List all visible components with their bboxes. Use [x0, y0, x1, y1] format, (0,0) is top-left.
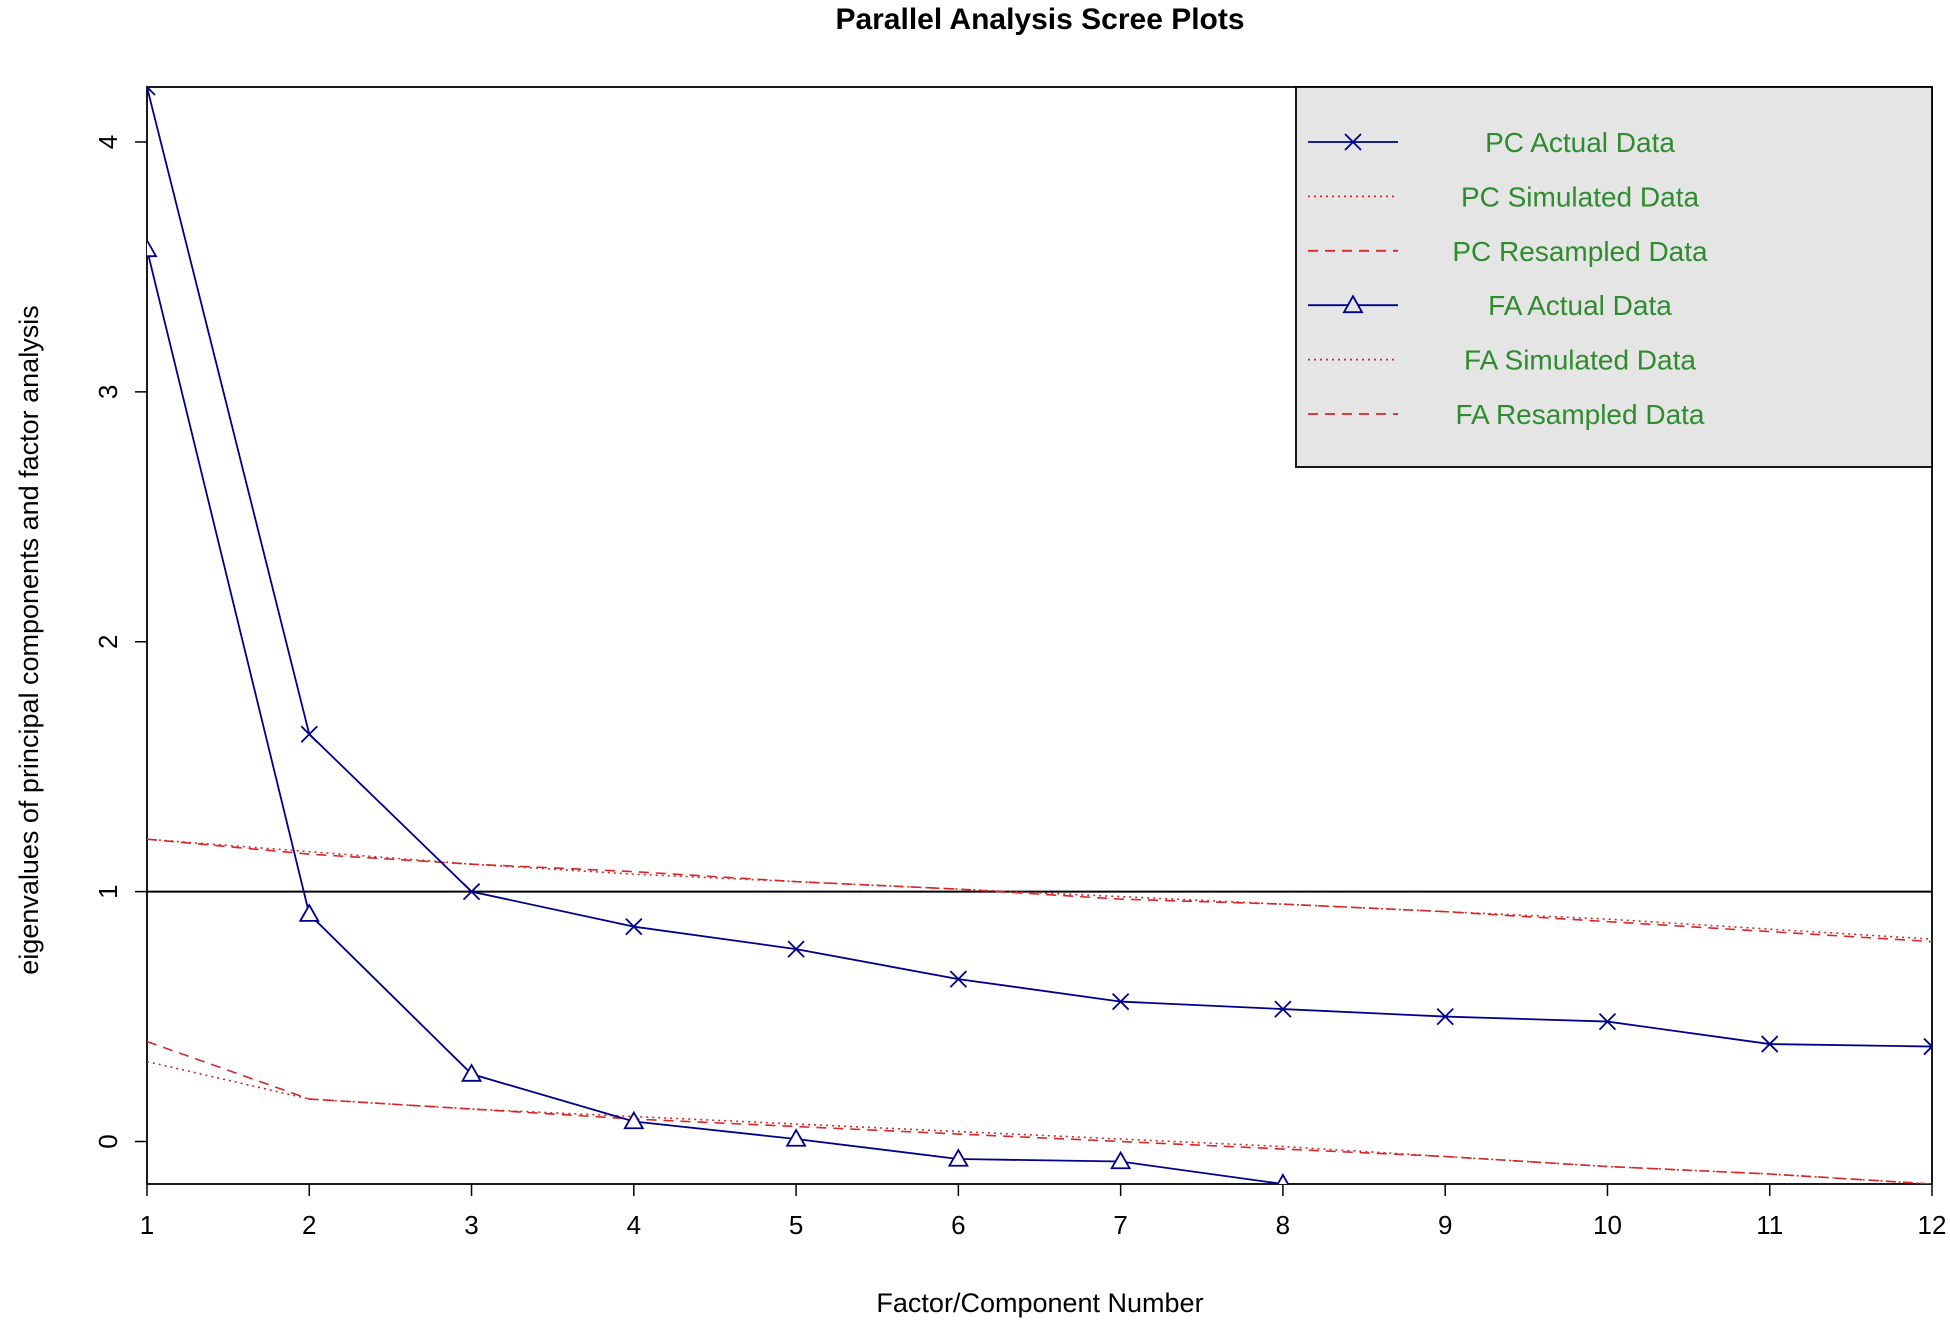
- data-point-x-marker: [462, 882, 481, 901]
- legend: PC Actual Data PC Simulated Data PC Resamp…: [1295, 86, 1933, 468]
- data-point-x-marker: [787, 940, 805, 958]
- series-line-4: [147, 1060, 1932, 1184]
- data-point-triangle-marker: [947, 1148, 969, 1167]
- legend-entry-label: PC Resampled Data: [1452, 236, 1708, 267]
- data-point-triangle-marker: [460, 1063, 483, 1082]
- legend-x-icon: [1344, 133, 1362, 151]
- x-tick-label: 11: [1756, 1210, 1783, 1240]
- marker-stroke: [625, 917, 643, 936]
- series-line-3: [147, 249, 1284, 1184]
- legend-entry-label: PC Simulated Data: [1461, 181, 1700, 212]
- x-tick-label: 3: [464, 1210, 478, 1240]
- data-point-x-marker: [1436, 1007, 1454, 1026]
- marker-stroke: [1923, 1045, 1932, 1056]
- x-tick-label: 4: [627, 1210, 641, 1240]
- marker-stroke: [1598, 1012, 1617, 1031]
- x-tick-label: 1: [140, 1210, 154, 1240]
- data-point-x-marker: [625, 917, 643, 936]
- x-tick-label: 6: [951, 1210, 965, 1240]
- y-axis-title: eigenvalues of principal components and …: [14, 305, 44, 974]
- x-tick-label: 10: [1593, 1210, 1622, 1240]
- marker-stroke: [147, 87, 156, 96]
- y-tick-label: 3: [93, 385, 123, 399]
- y-tick-label: 4: [93, 135, 123, 149]
- x-axis-title: Factor/Component Number: [876, 1288, 1203, 1318]
- series-layer: [147, 87, 1932, 1184]
- marker-stroke: [1274, 1000, 1292, 1018]
- y-tick-label: 1: [93, 884, 123, 898]
- data-point-x-marker: [147, 87, 156, 96]
- data-point-triangle-marker: [298, 903, 320, 922]
- data-point-x-marker: [1111, 992, 1130, 1011]
- x-tick-label: 12: [1918, 1210, 1947, 1240]
- marker-stroke: [462, 882, 481, 901]
- legend-entry-label: FA Resampled Data: [1455, 399, 1704, 430]
- data-point-x-marker: [1598, 1012, 1617, 1031]
- marker-stroke: [949, 970, 968, 988]
- data-point-x-marker: [300, 725, 318, 743]
- marker-stroke: [787, 940, 805, 958]
- data-point-x-marker: [1923, 1037, 1932, 1056]
- data-point-triangle-marker: [623, 1110, 645, 1130]
- x-tick-label: 9: [1438, 1210, 1452, 1240]
- data-point-x-marker: [949, 970, 968, 988]
- data-point-x-marker: [1761, 1035, 1779, 1053]
- legend-box: [1295, 86, 1933, 468]
- data-point-triangle-marker: [785, 1128, 807, 1147]
- data-point-triangle-marker: [1276, 1173, 1290, 1184]
- series-line-0: [147, 87, 1932, 1048]
- x-tick-label: 5: [789, 1210, 803, 1240]
- marker-stroke: [1761, 1035, 1779, 1053]
- marker-stroke: [1436, 1007, 1454, 1026]
- x-tick-label: 7: [1113, 1210, 1127, 1240]
- legend-entry-label: PC Actual Data: [1485, 127, 1675, 158]
- marker-stroke: [300, 725, 318, 743]
- series-line-2: [147, 838, 1932, 943]
- marker-stroke: [1111, 992, 1130, 1011]
- legend-entry-label: FA Simulated Data: [1464, 345, 1696, 376]
- y-tick-label: 0: [93, 1134, 123, 1148]
- legend-triangle-icon: [1342, 294, 1364, 314]
- data-point-triangle-marker: [147, 238, 158, 258]
- plot-frame: [146, 86, 1933, 1185]
- chart-title: Parallel Analysis Scree Plots: [835, 3, 1244, 36]
- legend-entry-label: FA Actual Data: [1488, 290, 1672, 321]
- series-line-5: [147, 1040, 1932, 1184]
- data-point-triangle-marker: [1110, 1150, 1132, 1170]
- data-point-x-marker: [1274, 1000, 1292, 1018]
- marker-stroke: [1923, 1037, 1932, 1048]
- x-tick-label: 8: [1276, 1210, 1290, 1240]
- x-tick-label: 2: [302, 1210, 316, 1240]
- y-tick-label: 2: [93, 635, 123, 649]
- series-line-1: [147, 838, 1932, 940]
